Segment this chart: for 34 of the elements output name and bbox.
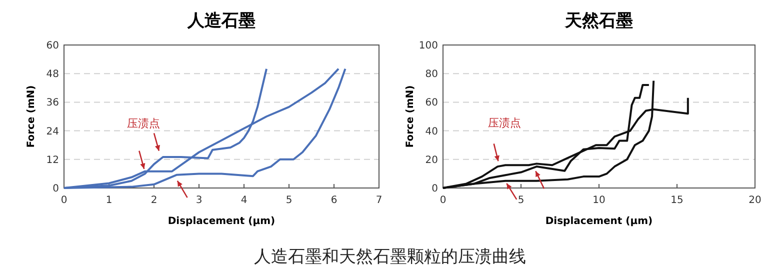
- y-tick-label: 24: [46, 126, 59, 138]
- y-axis-title: Force (mN): [26, 85, 37, 148]
- y-tick-label: 80: [425, 69, 438, 80]
- x-tick-label: 0: [440, 195, 446, 206]
- y-tick-label: 100: [418, 40, 438, 52]
- x-tick-label: 6: [330, 195, 338, 206]
- y-tick-label: 60: [46, 40, 59, 52]
- y-tick-label: 40: [425, 126, 438, 138]
- x-tick-label: 1: [106, 195, 112, 206]
- annotation: 压渍点: [488, 116, 522, 130]
- y-axis-title: Force (mN): [405, 85, 416, 148]
- y-tick-label: 60: [425, 98, 438, 109]
- x-tick-label: 4: [240, 195, 248, 206]
- text: 人造石墨和天然石墨颗粒的压溃曲线: [254, 247, 526, 267]
- y-tick-label: 0: [52, 184, 59, 194]
- x-tick-label: 3: [196, 195, 202, 206]
- x-tick-label: 7: [376, 195, 382, 206]
- x-tick-label: 10: [592, 195, 606, 206]
- y-tick-label: 20: [425, 154, 438, 166]
- y-tick-label: 48: [46, 69, 59, 80]
- chart-title: 天然石墨: [564, 11, 633, 31]
- x-tick-label: 20: [748, 195, 762, 206]
- annotation: 压渍点: [127, 116, 160, 130]
- x-tick-label: 15: [670, 195, 684, 206]
- y-tick-label: 0: [432, 184, 438, 194]
- chart-title: 人造石墨: [186, 11, 256, 31]
- x-tick-label: 5: [286, 195, 292, 206]
- x-tick-label: 2: [150, 195, 158, 206]
- x-axis-title: Displacement (μm): [545, 216, 653, 227]
- x-axis-title: Displacement (μm): [168, 216, 276, 227]
- x-tick-label: 0: [60, 195, 68, 206]
- x-tick-label: 5: [518, 195, 524, 206]
- y-tick-label: 36: [46, 98, 59, 109]
- y-tick-label: 12: [46, 154, 59, 166]
